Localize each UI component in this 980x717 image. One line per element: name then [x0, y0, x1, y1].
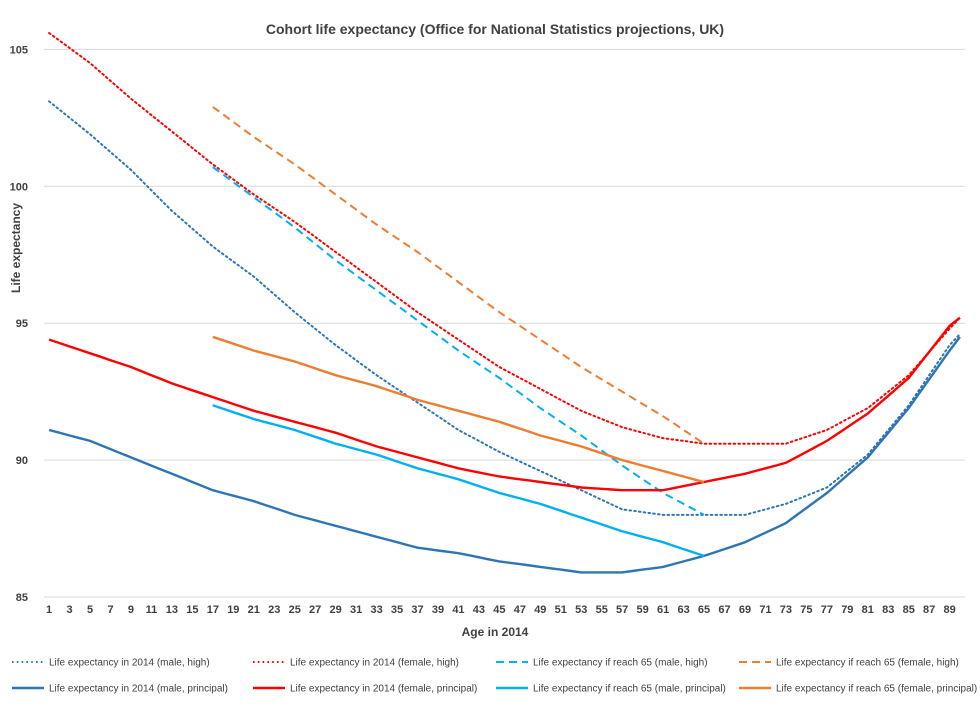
- x-tick-label: 33: [370, 604, 382, 616]
- x-tick-label: 75: [800, 604, 812, 616]
- y-tick-label: 95: [16, 318, 28, 330]
- series-line-6: [48, 316, 961, 492]
- y-axis-ticks: 85 90 95 100 105: [10, 44, 28, 604]
- series-line-4: [212, 106, 705, 445]
- x-tick-label: 3: [67, 604, 73, 616]
- x-tick-label: 83: [882, 604, 894, 616]
- series-line-1: [48, 100, 961, 516]
- legend-label-7: Life expectancy if reach 65 (male, princ…: [533, 684, 726, 695]
- x-tick-label: 55: [596, 604, 608, 616]
- x-tick-label: 35: [391, 604, 403, 616]
- legend-label-3: Life expectancy if reach 65 (male, high): [533, 658, 708, 669]
- x-tick-label: 17: [207, 604, 219, 616]
- gridlines: [44, 48, 965, 598]
- x-tick-label: 67: [718, 604, 730, 616]
- x-tick-label: 71: [759, 604, 771, 616]
- series-line-7: [212, 404, 705, 558]
- x-tick-label: 63: [677, 604, 689, 616]
- x-tick-label: 19: [227, 604, 239, 616]
- x-tick-label: 81: [862, 604, 874, 616]
- x-tick-label: 37: [411, 604, 423, 616]
- x-tick-label: 15: [186, 604, 198, 616]
- x-tick-label: 9: [128, 604, 134, 616]
- y-tick-label: 85: [16, 592, 28, 604]
- y-tick-label: 90: [16, 455, 28, 467]
- x-tick-label: 25: [289, 604, 301, 616]
- x-axis-ticks: 1 3 5 7 9 11 13 15 17 19 21 23 25 27 29 31 33 35 37 39 41 43 4…: [46, 604, 956, 616]
- x-tick-label: 29: [330, 604, 342, 616]
- x-tick-label: 39: [432, 604, 444, 616]
- legend-label-2: Life expectancy in 2014 (female, high): [290, 658, 459, 669]
- x-tick-label: 27: [309, 604, 321, 616]
- x-tick-label: 77: [821, 604, 833, 616]
- legend-label-6: Life expectancy in 2014 (female, princip…: [290, 684, 477, 695]
- x-tick-label: 61: [657, 604, 669, 616]
- x-tick-label: 43: [473, 604, 485, 616]
- x-tick-label: 23: [268, 604, 280, 616]
- x-tick-label: 53: [575, 604, 587, 616]
- x-tick-label: 51: [555, 604, 567, 616]
- x-tick-label: 45: [493, 604, 505, 616]
- x-tick-label: 7: [107, 604, 113, 616]
- x-tick-label: 79: [841, 604, 853, 616]
- x-tick-label: 85: [903, 604, 915, 616]
- x-tick-label: 47: [514, 604, 526, 616]
- x-tick-label: 41: [452, 604, 464, 616]
- series-line-5: [48, 336, 961, 574]
- x-tick-label: 59: [637, 604, 649, 616]
- y-tick-label: 100: [10, 181, 28, 193]
- legend-label-8: Life expectancy if reach 65 (female, pri…: [776, 684, 977, 695]
- x-tick-label: 11: [146, 604, 158, 616]
- series-lines: [48, 32, 961, 574]
- x-tick-label: 1: [46, 604, 52, 616]
- x-tick-label: 21: [248, 604, 260, 616]
- x-tick-label: 57: [616, 604, 628, 616]
- x-tick-label: 31: [350, 604, 362, 616]
- series-line-3: [212, 166, 705, 516]
- series-line-2: [48, 32, 961, 445]
- y-tick-label: 105: [10, 44, 28, 56]
- x-axis-title: Age in 2014: [462, 625, 529, 639]
- x-tick-label: 49: [534, 604, 546, 616]
- y-axis-title: Life expectancy: [9, 203, 23, 293]
- x-tick-label: 89: [944, 604, 956, 616]
- x-tick-label: 65: [698, 604, 710, 616]
- x-tick-label: 87: [923, 604, 935, 616]
- x-tick-label: 69: [739, 604, 751, 616]
- legend: Life expectancy in 2014 (male, high) Life…: [12, 658, 977, 695]
- legend-label-1: Life expectancy in 2014 (male, high): [49, 658, 210, 669]
- legend-label-5: Life expectancy in 2014 (male, principal…: [49, 684, 228, 695]
- x-tick-label: 13: [166, 604, 178, 616]
- x-tick-label: 5: [87, 604, 93, 616]
- chart-title: Cohort life expectancy (Office for Natio…: [266, 21, 724, 37]
- legend-label-4: Life expectancy if reach 65 (female, hig…: [776, 658, 959, 669]
- x-tick-label: 73: [780, 604, 792, 616]
- series-line-8: [212, 335, 705, 484]
